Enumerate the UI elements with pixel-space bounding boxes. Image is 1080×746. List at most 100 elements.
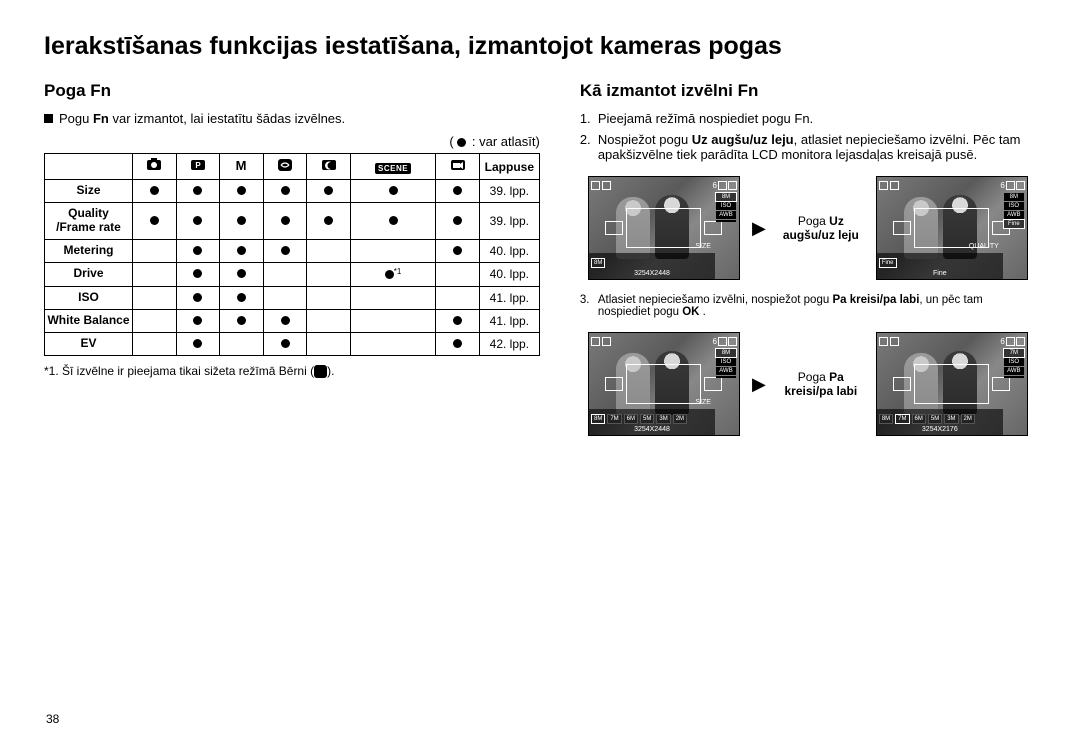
availability-cell bbox=[263, 332, 307, 355]
dot-icon bbox=[193, 216, 202, 225]
dot-icon bbox=[193, 293, 202, 302]
dot-icon bbox=[453, 246, 462, 255]
lcd-screen-size-options: 6 8M ISO AWB SIZE 8M7M6M5M3M2M 3254X2448 bbox=[588, 332, 740, 436]
size-option: 2M bbox=[961, 414, 975, 424]
dot-icon bbox=[324, 216, 333, 225]
lcd-screen-quality: 6 8M ISO AWB Fine QUALITY Fine Fine bbox=[876, 176, 1028, 280]
dot-icon bbox=[193, 316, 202, 325]
availability-cell bbox=[307, 180, 351, 203]
fn-availability-table: PMSCENELappuse Size39. lpp.Quality/Frame… bbox=[44, 153, 540, 356]
row-label: EV bbox=[45, 332, 133, 355]
table-row: White Balance41. lpp. bbox=[45, 309, 540, 332]
size-option: 5M bbox=[640, 414, 654, 424]
dot-icon bbox=[324, 186, 333, 195]
dot-icon bbox=[281, 316, 290, 325]
table-row: Size 39. lpp. bbox=[45, 180, 540, 203]
availability-cell bbox=[176, 309, 220, 332]
table-row: Drive*140. lpp. bbox=[45, 262, 540, 286]
availability-cell bbox=[263, 286, 307, 309]
lcd-screen-size-before: 6 8M ISO AWB SIZE 8M 3254X2448 bbox=[588, 176, 740, 280]
availability-cell bbox=[263, 262, 307, 286]
mode-header-scene: SCENE bbox=[350, 154, 435, 180]
dot-icon bbox=[193, 269, 202, 278]
dot-icon bbox=[457, 138, 466, 147]
button-label-leftright: Poga Pakreisi/pa labi bbox=[778, 370, 864, 399]
size-label: SIZE bbox=[695, 243, 711, 250]
availability-cell bbox=[436, 239, 480, 262]
size-option: 3M bbox=[656, 414, 670, 424]
size-option: 5M bbox=[928, 414, 942, 424]
availability-cell bbox=[436, 203, 480, 240]
availability-cell bbox=[220, 239, 264, 262]
availability-cell bbox=[133, 203, 177, 240]
row-label: White Balance bbox=[45, 309, 133, 332]
program-mode-icon: P bbox=[190, 158, 206, 172]
size-option: 6M bbox=[912, 414, 926, 424]
row-label: Size bbox=[45, 180, 133, 203]
table-footnote: *1. Šī izvēlne ir pieejama tikai sižeta … bbox=[44, 364, 540, 378]
dot-icon bbox=[237, 316, 246, 325]
page-ref: 39. lpp. bbox=[479, 180, 539, 203]
availability-cell bbox=[436, 262, 480, 286]
lcd-screen-size-selected: 6 7M ISO AWB 8M7M6M5M3M2M 3254X2176 bbox=[876, 332, 1028, 436]
dot-icon bbox=[150, 186, 159, 195]
availability-cell bbox=[263, 180, 307, 203]
size-option: 7M bbox=[607, 414, 621, 424]
availability-cell bbox=[220, 286, 264, 309]
availability-cell bbox=[176, 262, 220, 286]
availability-cell bbox=[176, 286, 220, 309]
availability-cell bbox=[307, 332, 351, 355]
dot-icon bbox=[389, 216, 398, 225]
availability-cell bbox=[220, 332, 264, 355]
page-ref: 40. lpp. bbox=[479, 262, 539, 286]
mode-header-asr bbox=[263, 154, 307, 180]
table-row: ISO41. lpp. bbox=[45, 286, 540, 309]
page-header: Lappuse bbox=[479, 154, 539, 180]
dot-icon bbox=[453, 339, 462, 348]
button-label-updown: Poga Uzaugšu/uz leju bbox=[778, 214, 864, 243]
table-row: Metering 40. lpp. bbox=[45, 239, 540, 262]
page-title: Ierakstīšanas funkcijas iestatīšana, izm… bbox=[44, 32, 1036, 61]
availability-cell bbox=[350, 180, 435, 203]
night-mode-icon bbox=[321, 158, 337, 172]
dot-icon bbox=[453, 216, 462, 225]
availability-cell bbox=[307, 309, 351, 332]
availability-cell bbox=[176, 332, 220, 355]
svg-text:P: P bbox=[195, 161, 201, 170]
dot-icon bbox=[453, 186, 462, 195]
table-row: EV 42. lpp. bbox=[45, 332, 540, 355]
dot-icon bbox=[385, 270, 394, 279]
dot-icon bbox=[237, 269, 246, 278]
availability-cell bbox=[307, 203, 351, 240]
availability-cell bbox=[220, 180, 264, 203]
quality-label: QUALITY bbox=[969, 243, 999, 250]
arrow-right-icon: ▶ bbox=[752, 218, 766, 239]
page-ref: 41. lpp. bbox=[479, 286, 539, 309]
availability-cell bbox=[350, 286, 435, 309]
size-option: 8M bbox=[591, 414, 605, 424]
dot-icon bbox=[281, 216, 290, 225]
quality-chip: Fine bbox=[1004, 220, 1024, 228]
dot-icon bbox=[453, 316, 462, 325]
row-label: Drive bbox=[45, 262, 133, 286]
dot-icon bbox=[389, 186, 398, 195]
availability-cell bbox=[263, 203, 307, 240]
svg-text:M: M bbox=[236, 158, 247, 172]
dot-icon bbox=[281, 339, 290, 348]
page-ref: 40. lpp. bbox=[479, 239, 539, 262]
availability-cell bbox=[307, 239, 351, 262]
page-ref: 39. lpp. bbox=[479, 203, 539, 240]
table-legend: ( : var atlasīt) bbox=[44, 134, 540, 149]
step-1: 1.Pieejamā režīmā nospiediet pogu Fn. bbox=[580, 111, 1036, 126]
dot-icon bbox=[237, 186, 246, 195]
bullet-icon bbox=[44, 114, 53, 123]
dot-icon bbox=[193, 339, 202, 348]
row-label: Metering bbox=[45, 239, 133, 262]
step-3: 3. Atlasiet nepieciešamo izvēlni, nospie… bbox=[580, 294, 1036, 318]
asr-mode-icon bbox=[277, 158, 293, 172]
size-option: 3M bbox=[944, 414, 958, 424]
arrow-right-icon: ▶ bbox=[752, 374, 766, 395]
mode-header-manual: M bbox=[220, 154, 264, 180]
step-2: 2.Nospiežot pogu Uz augšu/uz leju, atlas… bbox=[580, 132, 1036, 162]
page-ref: 42. lpp. bbox=[479, 332, 539, 355]
